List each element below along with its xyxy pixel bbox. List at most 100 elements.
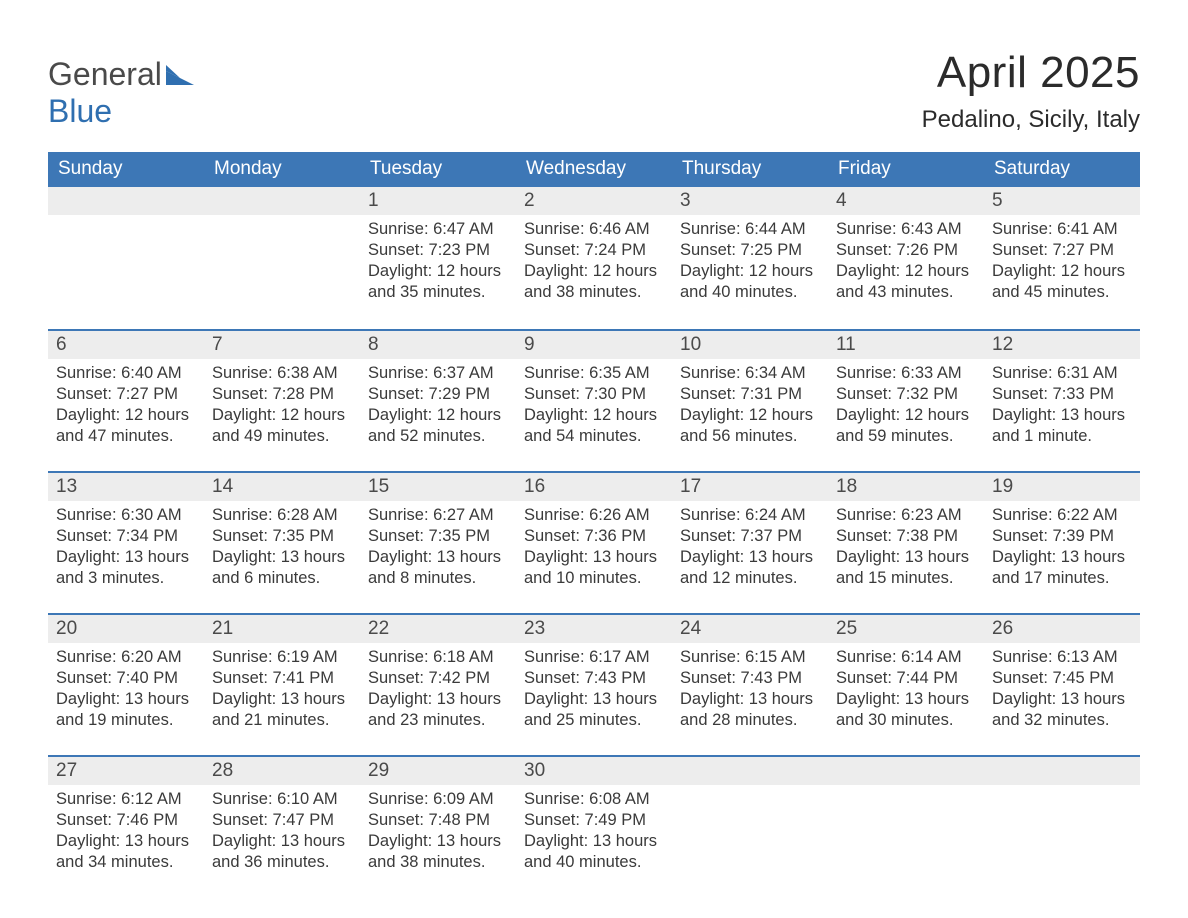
sunrise-text: Sunrise: 6:30 AM — [56, 505, 196, 526]
daylight-text: Daylight: 12 hours and 47 minutes. — [56, 405, 196, 447]
sunrise-text: Sunrise: 6:14 AM — [836, 647, 976, 668]
sunset-text: Sunset: 7:32 PM — [836, 384, 976, 405]
sunset-text: Sunset: 7:28 PM — [212, 384, 352, 405]
sunrise-text: Sunrise: 6:28 AM — [212, 505, 352, 526]
calendar-day-cell: 30Sunrise: 6:08 AMSunset: 7:49 PMDayligh… — [516, 755, 672, 897]
sunset-text: Sunset: 7:38 PM — [836, 526, 976, 547]
daylight-text: Daylight: 13 hours and 21 minutes. — [212, 689, 352, 731]
sunset-text: Sunset: 7:24 PM — [524, 240, 664, 261]
calendar-day-cell: 17Sunrise: 6:24 AMSunset: 7:37 PMDayligh… — [672, 471, 828, 613]
calendar-day-cell — [672, 755, 828, 897]
calendar-day-cell: 23Sunrise: 6:17 AMSunset: 7:43 PMDayligh… — [516, 613, 672, 755]
sunset-text: Sunset: 7:27 PM — [992, 240, 1132, 261]
sunset-text: Sunset: 7:48 PM — [368, 810, 508, 831]
sunrise-text: Sunrise: 6:10 AM — [212, 789, 352, 810]
sunrise-text: Sunrise: 6:41 AM — [992, 219, 1132, 240]
day-details — [48, 215, 204, 225]
calendar-day-cell: 22Sunrise: 6:18 AMSunset: 7:42 PMDayligh… — [360, 613, 516, 755]
day-number — [48, 187, 204, 215]
calendar-day-cell — [984, 755, 1140, 897]
sunrise-text: Sunrise: 6:22 AM — [992, 505, 1132, 526]
calendar-day-cell: 19Sunrise: 6:22 AMSunset: 7:39 PMDayligh… — [984, 471, 1140, 613]
sunrise-text: Sunrise: 6:40 AM — [56, 363, 196, 384]
daylight-text: Daylight: 13 hours and 12 minutes. — [680, 547, 820, 589]
day-number: 19 — [984, 471, 1140, 501]
day-details: Sunrise: 6:38 AMSunset: 7:28 PMDaylight:… — [204, 359, 360, 453]
day-number: 11 — [828, 329, 984, 359]
day-number — [204, 187, 360, 215]
day-details: Sunrise: 6:13 AMSunset: 7:45 PMDaylight:… — [984, 643, 1140, 737]
sunset-text: Sunset: 7:34 PM — [56, 526, 196, 547]
day-details: Sunrise: 6:14 AMSunset: 7:44 PMDaylight:… — [828, 643, 984, 737]
day-details: Sunrise: 6:40 AMSunset: 7:27 PMDaylight:… — [48, 359, 204, 453]
sunset-text: Sunset: 7:30 PM — [524, 384, 664, 405]
sunset-text: Sunset: 7:41 PM — [212, 668, 352, 689]
daylight-text: Daylight: 13 hours and 1 minute. — [992, 405, 1132, 447]
day-details: Sunrise: 6:41 AMSunset: 7:27 PMDaylight:… — [984, 215, 1140, 309]
sunset-text: Sunset: 7:27 PM — [56, 384, 196, 405]
daylight-text: Daylight: 13 hours and 25 minutes. — [524, 689, 664, 731]
daylight-text: Daylight: 12 hours and 40 minutes. — [680, 261, 820, 303]
weekday-header: Thursday — [672, 152, 828, 187]
weekday-header: Tuesday — [360, 152, 516, 187]
day-details: Sunrise: 6:19 AMSunset: 7:41 PMDaylight:… — [204, 643, 360, 737]
daylight-text: Daylight: 13 hours and 34 minutes. — [56, 831, 196, 873]
sunset-text: Sunset: 7:25 PM — [680, 240, 820, 261]
calendar-day-cell: 20Sunrise: 6:20 AMSunset: 7:40 PMDayligh… — [48, 613, 204, 755]
day-details: Sunrise: 6:20 AMSunset: 7:40 PMDaylight:… — [48, 643, 204, 737]
sunset-text: Sunset: 7:49 PM — [524, 810, 664, 831]
daylight-text: Daylight: 13 hours and 23 minutes. — [368, 689, 508, 731]
sunrise-text: Sunrise: 6:17 AM — [524, 647, 664, 668]
calendar-day-cell: 3Sunrise: 6:44 AMSunset: 7:25 PMDaylight… — [672, 187, 828, 329]
calendar-day-cell: 4Sunrise: 6:43 AMSunset: 7:26 PMDaylight… — [828, 187, 984, 329]
day-number: 28 — [204, 755, 360, 785]
daylight-text: Daylight: 13 hours and 32 minutes. — [992, 689, 1132, 731]
day-number: 17 — [672, 471, 828, 501]
day-number: 21 — [204, 613, 360, 643]
sunset-text: Sunset: 7:46 PM — [56, 810, 196, 831]
calendar-week-row: 1Sunrise: 6:47 AMSunset: 7:23 PMDaylight… — [48, 187, 1140, 329]
sunset-text: Sunset: 7:31 PM — [680, 384, 820, 405]
day-details: Sunrise: 6:24 AMSunset: 7:37 PMDaylight:… — [672, 501, 828, 595]
day-details — [672, 785, 828, 795]
daylight-text: Daylight: 13 hours and 8 minutes. — [368, 547, 508, 589]
calendar-day-cell: 12Sunrise: 6:31 AMSunset: 7:33 PMDayligh… — [984, 329, 1140, 471]
sunrise-text: Sunrise: 6:31 AM — [992, 363, 1132, 384]
daylight-text: Daylight: 13 hours and 10 minutes. — [524, 547, 664, 589]
day-details: Sunrise: 6:08 AMSunset: 7:49 PMDaylight:… — [516, 785, 672, 879]
daylight-text: Daylight: 13 hours and 28 minutes. — [680, 689, 820, 731]
day-number: 29 — [360, 755, 516, 785]
calendar-day-cell: 21Sunrise: 6:19 AMSunset: 7:41 PMDayligh… — [204, 613, 360, 755]
sunset-text: Sunset: 7:43 PM — [524, 668, 664, 689]
calendar-day-cell: 18Sunrise: 6:23 AMSunset: 7:38 PMDayligh… — [828, 471, 984, 613]
day-number — [828, 755, 984, 785]
daylight-text: Daylight: 12 hours and 43 minutes. — [836, 261, 976, 303]
calendar-day-cell: 24Sunrise: 6:15 AMSunset: 7:43 PMDayligh… — [672, 613, 828, 755]
sunrise-text: Sunrise: 6:12 AM — [56, 789, 196, 810]
day-number: 20 — [48, 613, 204, 643]
sunset-text: Sunset: 7:47 PM — [212, 810, 352, 831]
calendar-day-cell — [204, 187, 360, 329]
sunrise-text: Sunrise: 6:43 AM — [836, 219, 976, 240]
day-details — [828, 785, 984, 795]
day-details: Sunrise: 6:46 AMSunset: 7:24 PMDaylight:… — [516, 215, 672, 309]
day-details: Sunrise: 6:12 AMSunset: 7:46 PMDaylight:… — [48, 785, 204, 879]
header: General Blue April 2025 Pedalino, Sicily… — [48, 48, 1140, 148]
month-title: April 2025 — [922, 48, 1140, 98]
day-details: Sunrise: 6:44 AMSunset: 7:25 PMDaylight:… — [672, 215, 828, 309]
sunrise-text: Sunrise: 6:44 AM — [680, 219, 820, 240]
day-number: 30 — [516, 755, 672, 785]
calendar-day-cell: 9Sunrise: 6:35 AMSunset: 7:30 PMDaylight… — [516, 329, 672, 471]
weekday-header-row: Sunday Monday Tuesday Wednesday Thursday… — [48, 152, 1140, 187]
weekday-header: Wednesday — [516, 152, 672, 187]
daylight-text: Daylight: 13 hours and 15 minutes. — [836, 547, 976, 589]
calendar-day-cell: 16Sunrise: 6:26 AMSunset: 7:36 PMDayligh… — [516, 471, 672, 613]
day-details: Sunrise: 6:10 AMSunset: 7:47 PMDaylight:… — [204, 785, 360, 879]
day-details: Sunrise: 6:17 AMSunset: 7:43 PMDaylight:… — [516, 643, 672, 737]
sunset-text: Sunset: 7:35 PM — [368, 526, 508, 547]
sunrise-text: Sunrise: 6:34 AM — [680, 363, 820, 384]
sunrise-text: Sunrise: 6:18 AM — [368, 647, 508, 668]
day-number: 18 — [828, 471, 984, 501]
day-details: Sunrise: 6:22 AMSunset: 7:39 PMDaylight:… — [984, 501, 1140, 595]
day-number: 9 — [516, 329, 672, 359]
